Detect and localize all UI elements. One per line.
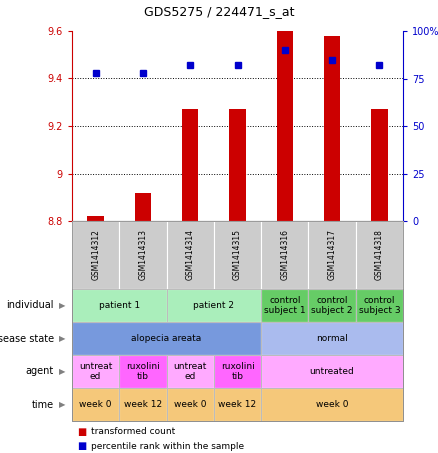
Text: week 0: week 0 bbox=[174, 400, 206, 409]
Text: GSM1414317: GSM1414317 bbox=[328, 230, 336, 280]
Text: week 12: week 12 bbox=[219, 400, 257, 409]
Text: GSM1414314: GSM1414314 bbox=[186, 230, 195, 280]
Text: patient 2: patient 2 bbox=[193, 301, 234, 310]
Text: control
subject 2: control subject 2 bbox=[311, 296, 353, 315]
Text: ■: ■ bbox=[77, 442, 86, 452]
Text: ▶: ▶ bbox=[59, 400, 66, 409]
Text: ▶: ▶ bbox=[59, 334, 66, 343]
Text: ruxolini
tib: ruxolini tib bbox=[126, 362, 160, 381]
Text: patient 1: patient 1 bbox=[99, 301, 140, 310]
Bar bbox=[134, 193, 151, 221]
Text: ■: ■ bbox=[77, 427, 86, 437]
Text: untreat
ed: untreat ed bbox=[79, 362, 112, 381]
Text: week 12: week 12 bbox=[124, 400, 162, 409]
Text: GSM1414312: GSM1414312 bbox=[91, 230, 100, 280]
Text: GSM1414313: GSM1414313 bbox=[138, 230, 148, 280]
Text: percentile rank within the sample: percentile rank within the sample bbox=[91, 442, 244, 451]
Text: normal: normal bbox=[316, 334, 348, 343]
Text: disease state: disease state bbox=[0, 333, 54, 343]
Text: control
subject 3: control subject 3 bbox=[359, 296, 400, 315]
Text: week 0: week 0 bbox=[79, 400, 112, 409]
Text: individual: individual bbox=[7, 300, 54, 310]
Bar bbox=[229, 109, 246, 221]
Text: GSM1414315: GSM1414315 bbox=[233, 230, 242, 280]
Text: week 0: week 0 bbox=[316, 400, 348, 409]
Bar bbox=[87, 216, 104, 221]
Text: ruxolini
tib: ruxolini tib bbox=[221, 362, 254, 381]
Text: GDS5275 / 224471_s_at: GDS5275 / 224471_s_at bbox=[144, 5, 294, 18]
Text: alopecia areata: alopecia areata bbox=[131, 334, 201, 343]
Text: ▶: ▶ bbox=[59, 301, 66, 310]
Text: GSM1414316: GSM1414316 bbox=[280, 230, 289, 280]
Text: control
subject 1: control subject 1 bbox=[264, 296, 306, 315]
Bar bbox=[182, 109, 198, 221]
Bar bbox=[324, 36, 340, 221]
Text: untreat
ed: untreat ed bbox=[173, 362, 207, 381]
Text: ▶: ▶ bbox=[59, 367, 66, 376]
Bar bbox=[371, 109, 388, 221]
Bar bbox=[276, 31, 293, 221]
Text: transformed count: transformed count bbox=[91, 427, 175, 436]
Text: untreated: untreated bbox=[310, 367, 354, 376]
Text: agent: agent bbox=[26, 366, 54, 376]
Text: time: time bbox=[32, 400, 54, 410]
Text: GSM1414318: GSM1414318 bbox=[375, 230, 384, 280]
